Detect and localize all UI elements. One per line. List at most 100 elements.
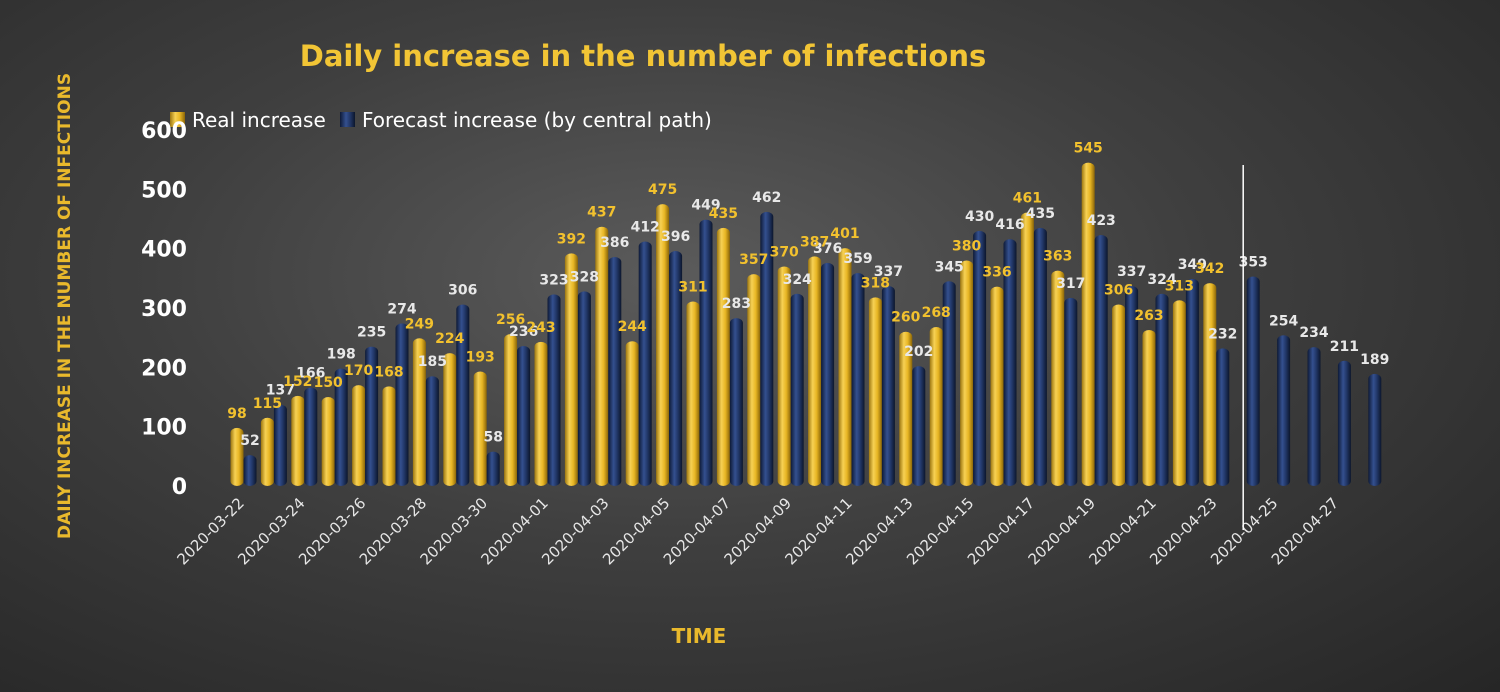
data-label-real: 545 bbox=[1074, 141, 1103, 157]
bar-real bbox=[564, 253, 578, 486]
bar-real bbox=[625, 341, 639, 486]
data-label-forecast: 353 bbox=[1239, 255, 1268, 271]
data-label-forecast: 386 bbox=[600, 235, 629, 251]
y-axis-title: DAILY INCREASE IN THE NUMBER OF INFECTIO… bbox=[55, 73, 75, 539]
y-tick-label: 400 bbox=[141, 238, 187, 263]
legend: Real increase Forecast increase (by cent… bbox=[170, 108, 712, 132]
data-label-real: 260 bbox=[891, 310, 920, 326]
bar-real bbox=[808, 256, 822, 486]
data-label-forecast: 317 bbox=[1056, 276, 1085, 292]
data-label-forecast: 345 bbox=[935, 259, 964, 275]
data-label-forecast: 235 bbox=[357, 325, 386, 341]
bar-forecast bbox=[1368, 373, 1382, 486]
bar-real bbox=[929, 326, 943, 486]
data-label-real: 170 bbox=[344, 363, 373, 379]
bar-forecast bbox=[973, 230, 987, 486]
data-label-forecast: 376 bbox=[813, 241, 842, 257]
legend-label-forecast: Forecast increase (by central path) bbox=[362, 108, 712, 132]
chart-title: Daily increase in the number of infectio… bbox=[300, 39, 986, 73]
data-label-forecast: 232 bbox=[1208, 326, 1237, 342]
bar-forecast bbox=[942, 281, 956, 486]
y-tick-label: 0 bbox=[172, 475, 187, 500]
data-label-real: 392 bbox=[557, 231, 586, 247]
data-label-real: 401 bbox=[830, 226, 859, 242]
bar-real bbox=[1020, 212, 1034, 486]
bar-forecast bbox=[1185, 278, 1199, 486]
data-label-real: 387 bbox=[800, 234, 829, 250]
data-label-real: 437 bbox=[587, 205, 616, 221]
data-label-forecast: 337 bbox=[874, 264, 903, 280]
x-axis-title: TIME bbox=[672, 624, 727, 648]
data-label-real: 263 bbox=[1134, 308, 1163, 324]
bar-forecast bbox=[1337, 360, 1351, 486]
bar-forecast bbox=[851, 272, 865, 486]
data-label-forecast: 202 bbox=[904, 344, 933, 360]
data-label-real: 193 bbox=[466, 349, 495, 365]
data-label-forecast: 211 bbox=[1330, 339, 1359, 355]
data-label-forecast: 349 bbox=[1178, 257, 1207, 273]
legend-swatch-real bbox=[170, 112, 185, 127]
data-label-forecast: 166 bbox=[296, 366, 325, 382]
bar-real bbox=[1203, 283, 1217, 486]
bar-forecast bbox=[1155, 293, 1169, 486]
bar-real bbox=[595, 226, 609, 487]
bar-forecast bbox=[395, 323, 409, 486]
bar-forecast bbox=[1094, 235, 1108, 486]
data-label-real: 342 bbox=[1195, 261, 1224, 277]
bar-real bbox=[777, 266, 791, 486]
bar-forecast bbox=[1307, 347, 1321, 486]
data-label-real: 370 bbox=[770, 244, 799, 260]
data-label-forecast: 324 bbox=[1147, 272, 1176, 288]
bar-forecast bbox=[1003, 239, 1017, 486]
data-label-real: 357 bbox=[739, 252, 768, 268]
bar-forecast bbox=[881, 286, 895, 486]
bar-real bbox=[686, 301, 700, 486]
bar-forecast bbox=[638, 241, 652, 486]
data-label-forecast: 189 bbox=[1360, 352, 1389, 368]
data-label-forecast: 328 bbox=[570, 269, 599, 285]
bar-forecast bbox=[517, 345, 531, 486]
data-label-real: 249 bbox=[405, 316, 434, 332]
data-label-forecast: 274 bbox=[387, 301, 416, 317]
data-label-real: 306 bbox=[1104, 282, 1133, 298]
bar-forecast bbox=[699, 219, 713, 487]
data-label-real: 115 bbox=[253, 396, 282, 412]
y-axis: 0 100 200 300 400 500 600 bbox=[141, 119, 187, 500]
bar-forecast bbox=[1064, 297, 1078, 486]
data-label-real: 318 bbox=[861, 275, 890, 291]
bar-forecast bbox=[1216, 348, 1230, 486]
bars bbox=[230, 162, 1382, 487]
bar-real bbox=[504, 334, 518, 486]
data-label-forecast: 283 bbox=[722, 296, 751, 312]
data-label-real: 475 bbox=[648, 182, 677, 198]
bar-forecast bbox=[1125, 286, 1139, 486]
data-label-forecast: 52 bbox=[240, 433, 259, 449]
data-label-forecast: 137 bbox=[266, 383, 295, 399]
bar-real bbox=[473, 371, 487, 486]
data-label-real: 311 bbox=[678, 279, 707, 295]
data-label-forecast: 412 bbox=[631, 220, 660, 236]
bar-forecast bbox=[334, 368, 348, 486]
bar-real bbox=[1081, 162, 1095, 486]
y-tick-label: 300 bbox=[141, 297, 187, 322]
data-label-real: 313 bbox=[1165, 278, 1194, 294]
data-label-forecast: 323 bbox=[539, 272, 568, 288]
bar-forecast bbox=[304, 387, 318, 486]
data-label-forecast: 359 bbox=[843, 251, 872, 267]
data-label-forecast: 185 bbox=[418, 354, 447, 370]
bar-real bbox=[990, 286, 1004, 486]
bar-real bbox=[716, 227, 730, 486]
bar-real bbox=[1051, 270, 1065, 486]
data-label-real: 461 bbox=[1013, 190, 1042, 206]
bar-forecast bbox=[729, 318, 743, 486]
data-label-forecast: 324 bbox=[783, 272, 812, 288]
bar-real bbox=[868, 297, 882, 486]
y-tick-label: 100 bbox=[141, 416, 187, 441]
bar-forecast bbox=[912, 366, 926, 486]
y-tick-label: 500 bbox=[141, 178, 187, 203]
data-label-forecast: 430 bbox=[965, 209, 994, 225]
y-tick-label: 200 bbox=[141, 356, 187, 381]
bar-forecast bbox=[669, 251, 683, 486]
data-label-forecast: 449 bbox=[691, 198, 720, 214]
